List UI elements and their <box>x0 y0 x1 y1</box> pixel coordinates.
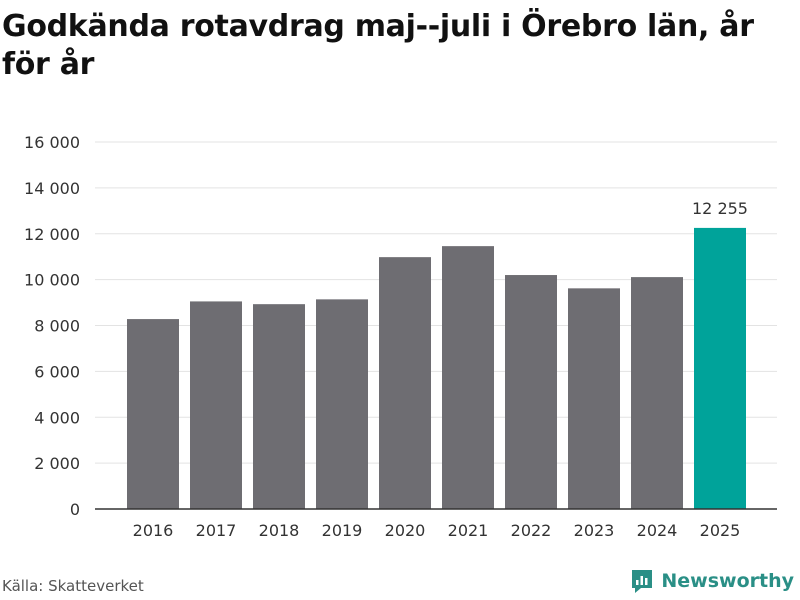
bar <box>316 299 368 509</box>
y-tick-label: 8 000 <box>34 317 80 336</box>
y-tick-label: 0 <box>70 500 80 519</box>
y-tick-label: 12 000 <box>24 225 80 244</box>
y-tick-label: 4 000 <box>34 408 80 427</box>
bar <box>505 275 557 509</box>
bar <box>631 277 683 509</box>
y-tick-label: 16 000 <box>24 133 80 152</box>
x-tick-label: 2019 <box>322 521 363 540</box>
bar <box>568 288 620 509</box>
bar <box>190 301 242 509</box>
y-tick-label: 10 000 <box>24 271 80 290</box>
chart-title: Godkända rotavdrag maj--juli i Örebro lä… <box>2 9 754 82</box>
bar <box>127 319 179 509</box>
y-tick-label: 2 000 <box>34 454 80 473</box>
source-note: Källa: Skatteverket <box>2 577 144 595</box>
x-tick-label: 2024 <box>637 521 678 540</box>
y-tick-label: 6 000 <box>34 362 80 381</box>
x-tick-label: 2021 <box>448 521 489 540</box>
bar <box>379 257 431 509</box>
x-tick-label: 2016 <box>133 521 174 540</box>
x-tick-label: 2017 <box>196 521 237 540</box>
bar <box>442 246 494 510</box>
x-tick-label: 2018 <box>259 521 300 540</box>
brand-logo: Newsworthy <box>629 568 794 594</box>
data-label: 12 255 <box>692 199 748 218</box>
newsworthy-logo-icon <box>632 570 653 593</box>
y-tick-label: 14 000 <box>24 179 80 198</box>
x-tick-label: 2025 <box>700 521 741 540</box>
bar <box>253 304 305 509</box>
brand-name: Newsworthy <box>661 570 794 592</box>
x-tick-label: 2022 <box>511 521 552 540</box>
x-tick-label: 2020 <box>385 521 426 540</box>
x-tick-label: 2023 <box>574 521 615 540</box>
bar <box>694 227 746 509</box>
